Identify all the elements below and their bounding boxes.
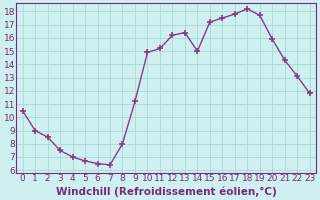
X-axis label: Windchill (Refroidissement éolien,°C): Windchill (Refroidissement éolien,°C) <box>56 186 276 197</box>
